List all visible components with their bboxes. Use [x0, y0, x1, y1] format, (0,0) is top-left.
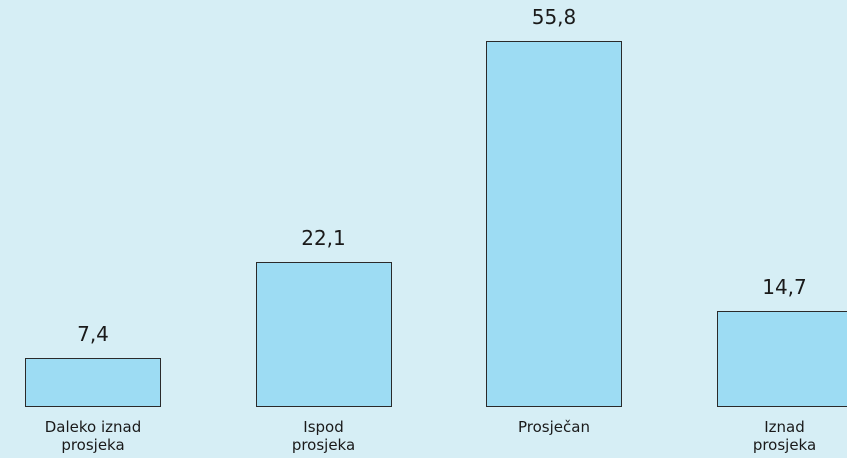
value-label: 55,8 — [531, 5, 577, 29]
bar — [486, 41, 622, 407]
value-label: 7,4 — [77, 322, 109, 347]
x-tick-label: Iznad prosjeka — [752, 418, 817, 454]
value-label: 22,1 — [301, 226, 346, 251]
bar — [25, 358, 161, 407]
x-tick-label: Prosječan — [518, 418, 590, 436]
bar — [716, 310, 847, 407]
value-label: 14,7 — [762, 274, 807, 299]
x-tick-label: Daleko iznad prosjeka — [44, 418, 142, 454]
x-tick-label: Ispod prosjeka — [291, 418, 356, 454]
bar — [255, 262, 392, 407]
